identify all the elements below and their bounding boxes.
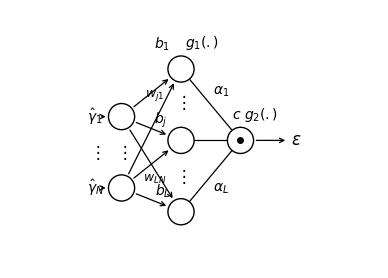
Circle shape	[109, 103, 135, 130]
Text: $\alpha_1$: $\alpha_1$	[213, 85, 230, 99]
Text: $b_L$: $b_L$	[155, 183, 170, 200]
Circle shape	[227, 127, 253, 153]
Text: $\hat{\gamma}_N$: $\hat{\gamma}_N$	[87, 178, 104, 198]
Circle shape	[109, 175, 135, 201]
Circle shape	[168, 127, 194, 153]
Circle shape	[168, 56, 194, 82]
Text: $b_j$: $b_j$	[154, 111, 168, 130]
Text: $\vdots$: $\vdots$	[175, 167, 187, 186]
Text: $g_1(.)$: $g_1(.)$	[185, 34, 219, 52]
Text: $w_{LN}$: $w_{LN}$	[143, 173, 166, 186]
Text: $b_1$: $b_1$	[154, 35, 170, 53]
Text: $\hat{\gamma}_1$: $\hat{\gamma}_1$	[87, 106, 103, 127]
Text: $\epsilon$: $\epsilon$	[291, 131, 301, 149]
Text: $c$: $c$	[232, 108, 242, 122]
Text: $\vdots$: $\vdots$	[116, 143, 127, 162]
Text: $w_{j1}$: $w_{j1}$	[146, 88, 165, 103]
Text: $\vdots$: $\vdots$	[88, 143, 100, 162]
Text: $g_2(.)$: $g_2(.)$	[244, 106, 278, 125]
Text: $\vdots$: $\vdots$	[175, 93, 187, 112]
Circle shape	[168, 199, 194, 225]
Text: $\alpha_L$: $\alpha_L$	[213, 182, 229, 196]
